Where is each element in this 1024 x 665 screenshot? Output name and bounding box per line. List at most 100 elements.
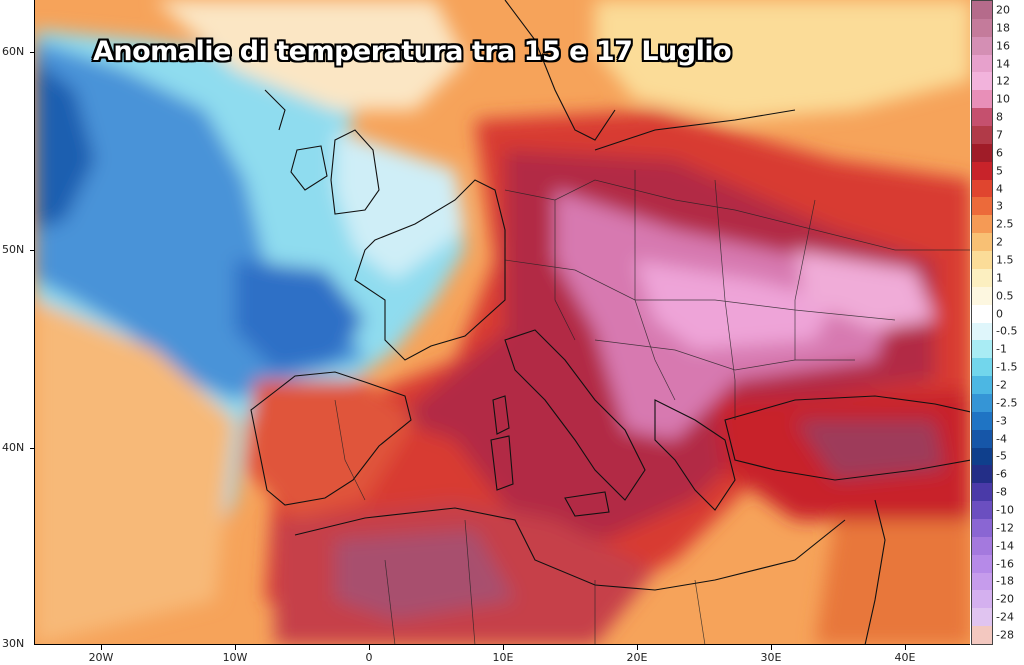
legend-label: 2	[996, 235, 1003, 249]
y-axis-label-40n: 40N	[2, 441, 25, 454]
legend-label: 16	[996, 39, 1010, 53]
y-tick	[30, 448, 35, 449]
far-atlantic-cold	[35, 60, 95, 230]
legend-swatch	[972, 1, 992, 20]
legend-swatch	[972, 340, 992, 359]
legend-label: 0.5	[996, 289, 1014, 303]
legend-swatch	[972, 286, 992, 306]
legend-label: -28	[996, 628, 1014, 642]
x-axis-label-0: 0	[365, 651, 373, 664]
sardinia-coast	[490, 435, 514, 491]
south-atlantic-warm	[35, 300, 235, 644]
france-coast	[354, 179, 506, 361]
x-axis-label-10e: 10E	[492, 651, 514, 664]
levant-coast	[864, 499, 886, 644]
legend-label: 8	[996, 110, 1003, 124]
x-tick	[905, 645, 906, 650]
legend-swatch	[972, 143, 992, 163]
legend-swatch	[972, 447, 992, 466]
legend-label: -2	[996, 378, 1007, 392]
legend-label: -4	[996, 432, 1007, 446]
y-tick	[30, 250, 35, 251]
legend-label: 1.5	[996, 253, 1014, 267]
legend-label: 2.5	[996, 217, 1014, 231]
sicily-coast	[564, 491, 610, 517]
x-tick	[101, 645, 102, 650]
border-line	[714, 179, 736, 420]
corsica-coast	[492, 395, 510, 435]
legend-swatch	[972, 465, 992, 484]
legend-swatch	[972, 268, 992, 288]
y-tick	[30, 52, 35, 53]
bay-of-biscay-cold	[235, 260, 365, 370]
legend-label: -12	[996, 521, 1014, 535]
border-line	[504, 179, 970, 251]
legend-label: -16	[996, 557, 1014, 571]
map-title: Anomalie di temperatura tra 15 e 17 Lugl…	[93, 36, 732, 67]
legend-swatch	[972, 626, 992, 645]
legend-swatch	[972, 411, 992, 431]
border-line	[464, 519, 476, 644]
ireland-coast	[290, 145, 328, 191]
legend-swatch	[972, 608, 992, 627]
legend-label: 0	[996, 307, 1003, 321]
legend-label: 14	[996, 57, 1010, 70]
x-axis-label-10w: 10W	[222, 651, 248, 664]
legend-swatch	[972, 72, 992, 91]
legend-label: -18	[996, 574, 1014, 588]
hungary-extreme	[635, 260, 835, 350]
legend-label: -6	[996, 467, 1007, 481]
italy-coast	[504, 329, 646, 501]
legend-label: 6	[996, 146, 1003, 160]
borders	[334, 170, 970, 644]
legend-label: 1	[996, 271, 1003, 285]
legend-swatch	[972, 197, 992, 216]
border-line	[694, 579, 706, 644]
legend-swatch	[972, 90, 992, 109]
x-tick	[637, 645, 638, 650]
legend-label: -3	[996, 414, 1007, 428]
legend-swatch	[972, 304, 992, 323]
legend-label: 7	[996, 128, 1003, 142]
coastlines	[250, 0, 970, 644]
legend-swatch	[972, 215, 992, 234]
legend-swatch	[972, 572, 992, 591]
legend-swatch	[972, 179, 992, 198]
legend-swatch	[972, 518, 992, 538]
x-axis-label-20e: 20E	[626, 651, 648, 664]
atlas-core	[335, 530, 515, 620]
y-axis-label-60n: 60N	[2, 45, 25, 58]
middle-east-warm	[815, 520, 970, 644]
legend-swatch	[972, 233, 992, 252]
anatolia-core	[795, 420, 945, 480]
legend-label: -1.5	[996, 360, 1018, 374]
legend-swatch	[972, 161, 992, 181]
x-axis-label-20w: 20W	[88, 651, 114, 664]
iberia-coast	[250, 371, 412, 506]
color-scale-legend	[971, 0, 993, 645]
greece-coast	[654, 399, 736, 511]
legend-label: -24	[996, 610, 1014, 624]
legend-label: 20	[996, 3, 1010, 17]
north-sea-neutral	[155, 0, 465, 110]
legend-swatch	[972, 483, 992, 502]
legend-swatch	[972, 18, 992, 38]
baltic-coast	[594, 109, 796, 151]
border-line	[384, 559, 396, 644]
map-panel: Anomalie di temperatura tra 15 e 17 Lugl…	[34, 0, 970, 645]
legend-swatch	[972, 590, 992, 609]
ukraine-extreme	[795, 250, 935, 330]
x-tick	[503, 645, 504, 650]
legend-label: -5	[996, 449, 1007, 463]
legend-swatch	[972, 322, 992, 341]
legend-label: -8	[996, 485, 1007, 499]
legend-swatch	[972, 36, 992, 56]
legend-label: -2.5	[996, 396, 1018, 410]
x-axis-label-40e: 40E	[894, 651, 916, 664]
north-africa-coast	[294, 507, 846, 591]
scandinavia-coast	[504, 0, 616, 141]
legend-swatch	[972, 554, 992, 574]
iberia-heat	[245, 380, 415, 520]
legend-swatch	[972, 54, 992, 73]
x-tick	[235, 645, 236, 650]
